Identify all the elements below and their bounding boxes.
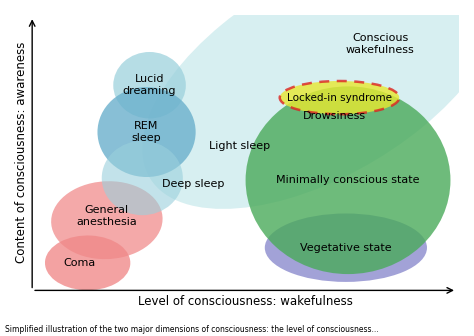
Text: Drowsiness: Drowsiness bbox=[303, 111, 366, 121]
Ellipse shape bbox=[265, 213, 427, 282]
Ellipse shape bbox=[113, 52, 186, 119]
Ellipse shape bbox=[45, 236, 130, 290]
Text: Light sleep: Light sleep bbox=[210, 141, 271, 151]
Text: General
anesthesia: General anesthesia bbox=[76, 205, 137, 227]
Ellipse shape bbox=[98, 87, 196, 177]
Ellipse shape bbox=[51, 181, 163, 259]
Ellipse shape bbox=[280, 81, 399, 114]
Text: Deep sleep: Deep sleep bbox=[163, 179, 225, 190]
X-axis label: Level of consciousness: wakefulness: Level of consciousness: wakefulness bbox=[138, 295, 353, 307]
Text: Vegetative state: Vegetative state bbox=[300, 243, 392, 253]
Text: REM
sleep: REM sleep bbox=[132, 121, 161, 143]
Ellipse shape bbox=[142, 0, 474, 209]
Text: Coma: Coma bbox=[63, 258, 95, 268]
Text: Conscious
wakefulness: Conscious wakefulness bbox=[346, 33, 414, 55]
Text: Minimally conscious state: Minimally conscious state bbox=[276, 175, 420, 185]
Y-axis label: Content of consciousness: awareness: Content of consciousness: awareness bbox=[15, 42, 28, 263]
Text: Locked-in syndrome: Locked-in syndrome bbox=[287, 93, 392, 102]
Text: Lucid
dreaming: Lucid dreaming bbox=[123, 75, 176, 96]
Ellipse shape bbox=[246, 86, 450, 274]
Text: Simplified illustration of the two major dimensions of consciousness: the level : Simplified illustration of the two major… bbox=[5, 325, 378, 334]
Ellipse shape bbox=[102, 141, 183, 215]
